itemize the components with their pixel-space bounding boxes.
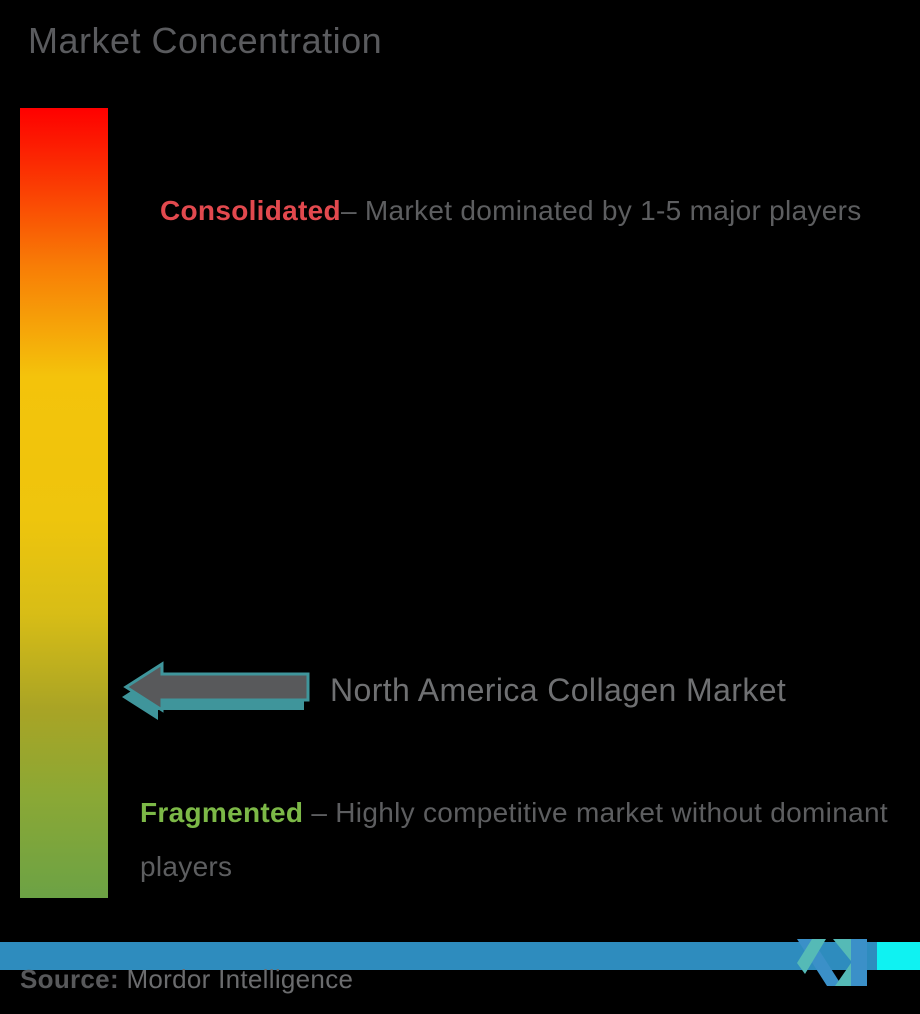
indicator-label: North America Collagen Market <box>330 672 787 708</box>
source-label: Source: <box>20 964 119 994</box>
page-title: Market Concentration <box>28 20 383 61</box>
source-value: Mordor Intelligence <box>126 964 354 994</box>
logo-stroke-teal-mid <box>835 963 851 986</box>
footer-divider-cyan-end <box>877 942 920 970</box>
fragmented-annotation: Fragmented – Highly competitive market w… <box>140 786 910 894</box>
logo-stroke-teal-right <box>833 939 851 961</box>
source-line: Source: Mordor Intelligence <box>20 963 353 995</box>
consolidated-description: – Market dominated by 1-5 major players <box>340 195 862 226</box>
fragmented-description: – Highly competitive market without domi… <box>140 797 888 882</box>
consolidated-annotation: Consolidated– Market dominated by 1-5 ma… <box>160 194 880 228</box>
fragmented-label: Fragmented <box>140 797 304 828</box>
logo-stroke-teal-left <box>797 939 826 974</box>
concentration-gradient-scale <box>20 108 108 898</box>
logo-stroke-blue-right <box>851 939 867 986</box>
arrow-shape <box>123 661 310 713</box>
left-arrow-indicator <box>122 661 310 720</box>
footer-divider-bar <box>0 942 920 970</box>
consolidated-label: Consolidated <box>160 195 341 226</box>
mordor-intelligence-logo <box>797 939 867 986</box>
